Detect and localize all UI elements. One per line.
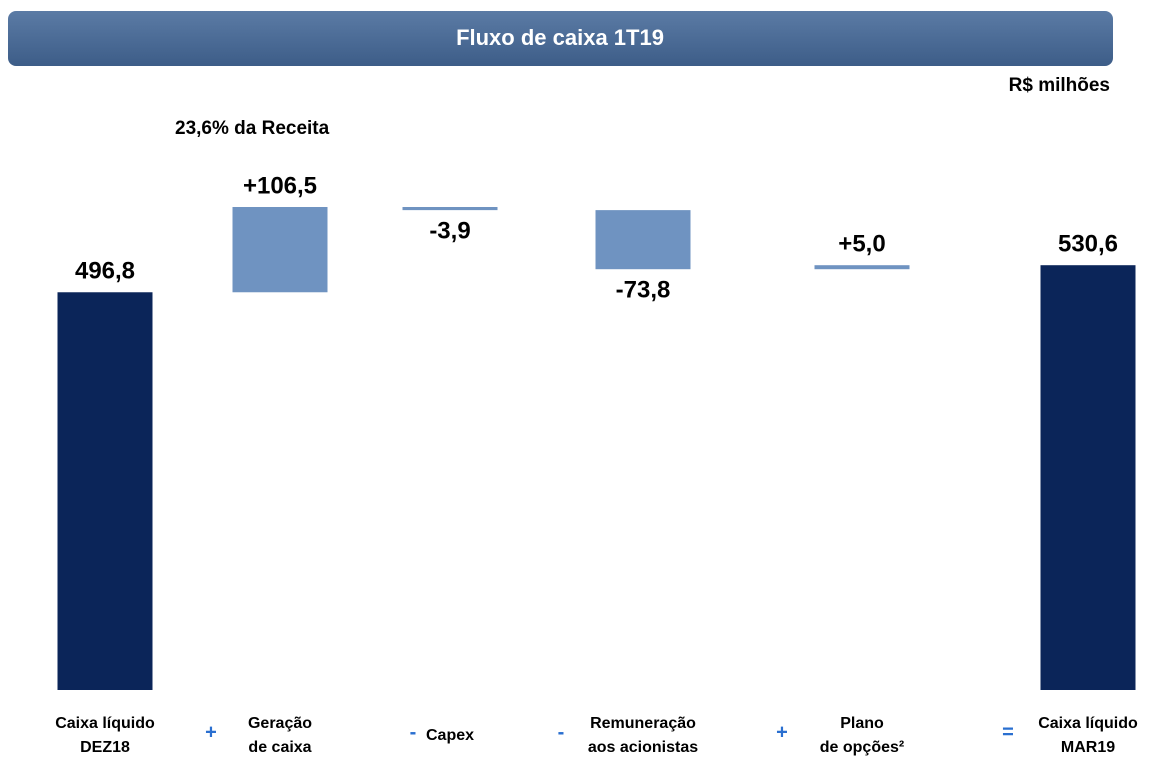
operator: = (1002, 721, 1014, 743)
data-label: +5,0 (838, 231, 885, 258)
x-tick-label: DEZ18 (80, 739, 130, 756)
x-tick-label: Plano (840, 715, 884, 732)
operator: - (410, 721, 417, 743)
bar (232, 207, 328, 293)
operator: - (558, 721, 565, 743)
x-tick-label: de caixa (248, 739, 311, 756)
x-tick-label: de opções² (820, 739, 904, 756)
annotation: 23,6% da Receita (175, 118, 330, 139)
x-tick-label: aos acionistas (588, 739, 698, 756)
x-tick-label: Remuneração (590, 715, 696, 732)
x-tick-label: Geração (248, 715, 312, 732)
unit-label: R$ milhões (1009, 75, 1110, 96)
bar (402, 207, 498, 211)
bar (814, 265, 910, 270)
x-tick-label: Capex (426, 727, 474, 744)
x-tick-label: MAR19 (1061, 739, 1115, 756)
data-label: +106,5 (243, 172, 317, 199)
data-label: -3,9 (429, 217, 470, 244)
operator: + (205, 721, 217, 743)
chart-title: Fluxo de caixa 1T19 (456, 25, 664, 50)
operator: + (776, 721, 788, 743)
data-label: -73,8 (616, 277, 671, 304)
bar (595, 210, 691, 270)
header-bar (8, 11, 1113, 66)
bar (1040, 265, 1136, 690)
bar (57, 292, 153, 690)
x-tick-label: Caixa líquido (1038, 715, 1138, 732)
data-label: 496,8 (75, 258, 135, 285)
data-label: 530,6 (1058, 231, 1118, 258)
x-tick-label: Caixa líquido (55, 715, 155, 732)
